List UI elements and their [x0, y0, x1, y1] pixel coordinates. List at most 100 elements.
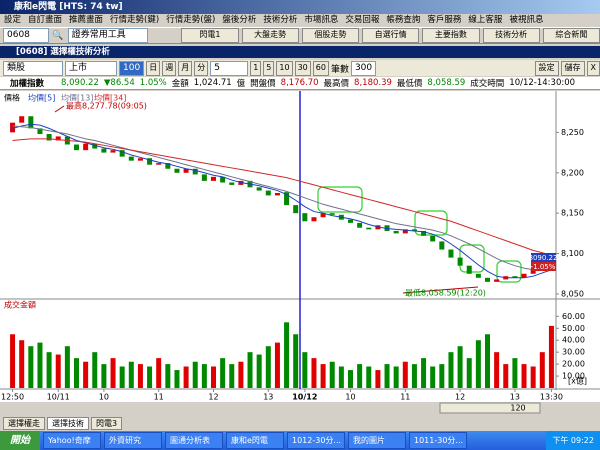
minute-button[interactable]: 60	[312, 60, 329, 76]
volume-bar	[211, 366, 216, 388]
candle	[211, 176, 216, 181]
search-icon[interactable]: 🔍	[52, 30, 64, 41]
market-box[interactable]: 上市	[65, 60, 117, 76]
volume-bar	[101, 364, 107, 388]
menu-item[interactable]: 自訂畫面	[28, 15, 63, 25]
task-button[interactable]: 康和e閃電	[226, 432, 284, 449]
toolbar-button[interactable]: 大盤走勢	[241, 28, 299, 43]
menu-item[interactable]: 市場訊息	[304, 15, 339, 25]
menu-item[interactable]: 被視訊息	[509, 15, 544, 25]
quote-amount: 1,024.71	[193, 78, 232, 88]
task-button[interactable]: 外資研究	[104, 432, 162, 449]
candle	[192, 168, 198, 175]
y-tick-label: 8,150	[561, 209, 584, 218]
candle	[28, 116, 34, 129]
task-button[interactable]: 1011-30分...	[409, 432, 467, 449]
selected-box[interactable]: 100	[119, 60, 145, 76]
candle	[46, 134, 52, 141]
volume-bar	[110, 358, 116, 388]
volume-bar	[503, 364, 509, 388]
candle	[411, 229, 417, 231]
menu-item[interactable]: 行情走勢(鍵)	[110, 15, 160, 25]
toolbar-button[interactable]: 自選行情	[362, 28, 420, 43]
volume-bar	[274, 342, 280, 388]
menu-item[interactable]: 技術分析	[263, 15, 298, 25]
menu-item[interactable]: 推薦畫面	[69, 15, 104, 25]
toolbar-button[interactable]: 技術分析	[482, 28, 540, 43]
menu-item[interactable]: 線上客服	[468, 15, 503, 25]
quote-name: 加權指數	[10, 79, 45, 89]
menu-item[interactable]: 客戶服務	[427, 15, 462, 25]
candle	[274, 192, 280, 196]
period-button[interactable]: 週	[162, 60, 177, 76]
toolbar-button[interactable]: 主要指數	[422, 28, 480, 43]
x-tick-label: 13	[510, 393, 520, 402]
task-button[interactable]: 1012-30分...	[287, 432, 345, 449]
toolbar-button[interactable]: 個股走勢	[301, 28, 359, 43]
tab[interactable]: 閃電3	[91, 417, 123, 430]
y-tick-label: 30.00	[562, 348, 585, 357]
task-button[interactable]: 我的圖片	[348, 432, 406, 449]
panel-title: 成交金額	[4, 300, 36, 310]
zoom-value: 120	[510, 404, 525, 413]
volume-bar	[238, 361, 244, 388]
action-button[interactable]: 儲存	[560, 60, 585, 76]
action-button[interactable]: 設定	[534, 60, 559, 76]
task-button[interactable]: 圖通分析表	[165, 432, 223, 449]
y-tick-label: 20.00	[562, 360, 585, 369]
candle	[357, 222, 363, 228]
candle	[137, 158, 143, 161]
menu-item[interactable]: 交易回報	[345, 15, 380, 25]
quote-price: 8,090.22	[61, 78, 99, 88]
toolbar-button[interactable]: 綜合新聞	[542, 28, 600, 43]
volume-bar	[311, 358, 317, 388]
volume-bar	[357, 364, 363, 388]
minute-button[interactable]: 10	[276, 60, 293, 76]
quote-high: 8,180.39	[354, 78, 392, 88]
volume-bar	[183, 366, 189, 388]
tab[interactable]: 選擇技術	[47, 417, 89, 430]
menu-item[interactable]: 設定	[4, 15, 22, 25]
candle	[293, 205, 299, 214]
minute-button[interactable]: 1	[250, 60, 262, 76]
quote-low-label: 最低價	[396, 79, 423, 89]
count-box[interactable]: 5	[210, 60, 249, 76]
controls: 類股 上市 100 日週月分 5 1 5 10 30 60 筆數 300 設定 儲存 X	[0, 60, 600, 76]
minute-button[interactable]: 30	[294, 60, 311, 76]
volume-bar	[137, 364, 143, 388]
menu-item[interactable]: 行情走勢(盤)	[166, 15, 216, 25]
start-button[interactable]: 開始	[0, 431, 40, 450]
volume-bar	[119, 366, 125, 388]
annotation: 最高8,277.78(09:05)	[66, 101, 147, 111]
action-button[interactable]: X	[586, 60, 600, 76]
volume-bar	[475, 340, 481, 388]
volume-bar	[247, 352, 253, 388]
candle	[220, 176, 226, 183]
volume-bar	[402, 361, 408, 388]
quote-open-label: 開盤價	[250, 79, 276, 89]
quote-time-label: 成交時間	[470, 79, 505, 89]
task-button[interactable]: Yahoo!奇摩	[43, 432, 101, 449]
annotation: 最低8,058.59(12:20)	[405, 288, 486, 298]
volume-bar	[466, 358, 472, 388]
y-tick-label: 10.00	[562, 372, 585, 381]
bars-box[interactable]: 300	[350, 60, 377, 76]
volume-bar	[28, 346, 34, 388]
candle	[10, 122, 16, 133]
code-box[interactable]: 0608	[3, 28, 50, 43]
tool-box[interactable]: 證券常用工具	[67, 28, 149, 43]
menu-item[interactable]: 盤後分析	[222, 15, 257, 25]
period-button[interactable]: 日	[146, 60, 161, 76]
tab[interactable]: 選擇權走	[3, 417, 45, 430]
candle	[512, 276, 518, 278]
volume-bar	[284, 322, 290, 388]
period-button[interactable]: 分	[194, 60, 209, 76]
toolbar: 0608 🔍 證券常用工具 閃電1 大盤走勢 個股走勢 自選行情 主要指數 技術分析 綜合新…	[0, 27, 600, 44]
period-button[interactable]: 月	[178, 60, 193, 76]
candle	[448, 249, 454, 258]
minute-button[interactable]: 5	[263, 60, 275, 76]
group-box[interactable]: 類股	[3, 60, 63, 76]
toolbar-button[interactable]: 閃電1	[181, 28, 239, 43]
menu-item[interactable]: 帳務查詢	[386, 15, 421, 25]
scrollbar[interactable]	[439, 402, 541, 414]
